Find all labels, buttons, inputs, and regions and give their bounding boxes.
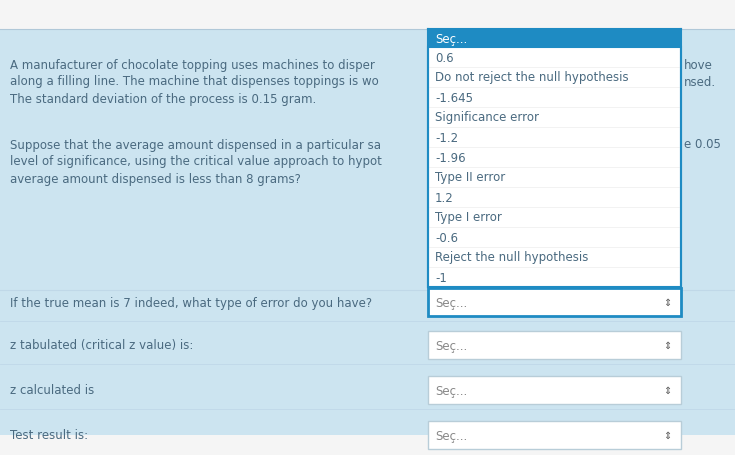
Text: -0.6: -0.6 <box>435 231 458 244</box>
Text: Suppose that the average amount dispensed in a particular sa: Suppose that the average amount dispense… <box>10 138 381 151</box>
Text: ⇕: ⇕ <box>663 430 671 440</box>
Text: along a filling line. The machine that dispenses toppings is wo: along a filling line. The machine that d… <box>10 76 379 88</box>
Text: z calculated is: z calculated is <box>10 384 94 397</box>
FancyBboxPatch shape <box>428 331 681 359</box>
Text: -1: -1 <box>435 271 447 284</box>
Text: ⇕: ⇕ <box>663 385 671 395</box>
Text: 0.6: 0.6 <box>435 51 453 64</box>
Text: ⇕: ⇕ <box>663 340 671 350</box>
Text: hove: hove <box>684 58 713 71</box>
Text: nsed.: nsed. <box>684 76 716 88</box>
Text: Do not reject the null hypothesis: Do not reject the null hypothesis <box>435 71 628 84</box>
FancyBboxPatch shape <box>428 30 681 48</box>
Text: ⇕: ⇕ <box>663 298 671 307</box>
Text: e 0.05: e 0.05 <box>684 138 721 151</box>
Text: Seç...: Seç... <box>435 339 467 352</box>
Text: -1.645: -1.645 <box>435 91 473 104</box>
Text: Type II error: Type II error <box>435 171 505 184</box>
Text: Seç...: Seç... <box>435 429 467 441</box>
Text: Seç...: Seç... <box>435 384 467 397</box>
FancyBboxPatch shape <box>428 421 681 449</box>
Text: z tabulated (critical z value) is:: z tabulated (critical z value) is: <box>10 339 193 352</box>
FancyBboxPatch shape <box>428 288 681 316</box>
Text: -1.2: -1.2 <box>435 131 458 144</box>
Text: Significance error: Significance error <box>435 111 539 124</box>
Text: Seç...: Seç... <box>435 296 467 309</box>
Text: A manufacturer of chocolate topping uses machines to disper: A manufacturer of chocolate topping uses… <box>10 58 375 71</box>
Text: level of significance, using the critical value approach to hypot: level of significance, using the critica… <box>10 155 382 168</box>
FancyBboxPatch shape <box>428 376 681 404</box>
Text: Test result is:: Test result is: <box>10 429 88 441</box>
Text: 1.2: 1.2 <box>435 191 453 204</box>
Text: -1.96: -1.96 <box>435 151 466 164</box>
Text: Reject the null hypothesis: Reject the null hypothesis <box>435 251 589 264</box>
FancyBboxPatch shape <box>0 0 735 30</box>
Text: The standard deviation of the process is 0.15 gram.: The standard deviation of the process is… <box>10 92 316 105</box>
Text: Type I error: Type I error <box>435 211 502 224</box>
FancyBboxPatch shape <box>0 435 735 455</box>
Text: Seç...: Seç... <box>435 32 467 46</box>
Text: average amount dispensed is less than 8 grams?: average amount dispensed is less than 8 … <box>10 172 301 185</box>
Text: If the true mean is 7 indeed, what type of error do you have?: If the true mean is 7 indeed, what type … <box>10 296 372 309</box>
FancyBboxPatch shape <box>428 48 681 288</box>
